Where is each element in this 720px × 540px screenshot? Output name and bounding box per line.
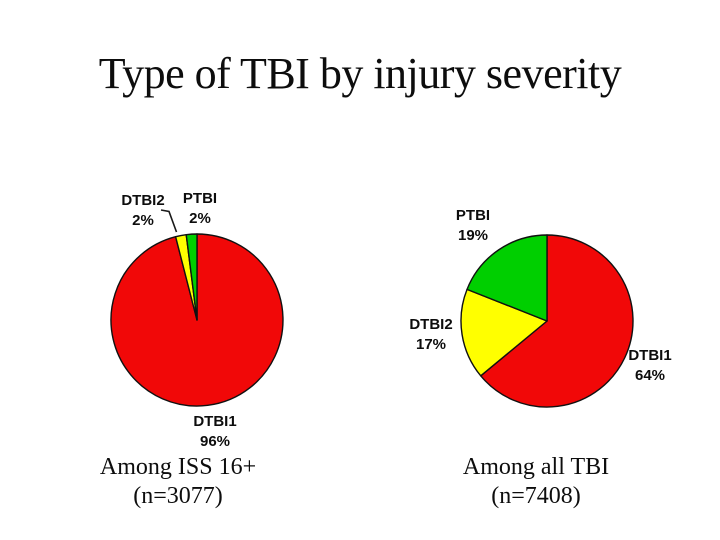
pie-chart-among-all-tbi: [460, 234, 634, 408]
caption-among-iss16: Among ISS 16+ (n=3077): [58, 453, 298, 511]
label-left-ptbi-name: PTBI: [182, 190, 218, 207]
pie-slice-ptbi: [185, 233, 198, 321]
dtbi2-leader-line: [160, 209, 178, 233]
label-right-dtbi2: DTBI2 17%: [389, 315, 473, 355]
label-right-dtbi2-name: DTBI2: [409, 316, 453, 333]
label-right-ptbi-name: PTBI: [455, 207, 491, 224]
caption-among-all-tbi-line2: (n=7408): [491, 483, 581, 509]
pie-slice-ptbi: [466, 234, 548, 322]
pie-slice-dtbi2: [460, 288, 548, 377]
pie-slice-dtbi1: [480, 234, 634, 408]
label-left-dtbi1: DTBI1 96%: [173, 412, 257, 452]
label-left-dtbi2-name: DTBI2: [121, 192, 165, 209]
label-left-dtbi1-value: 96%: [199, 433, 231, 450]
label-right-ptbi: PTBI 19%: [431, 206, 515, 246]
label-left-dtbi2-value: 2%: [132, 212, 154, 229]
caption-among-all-tbi: Among all TBI (n=7408): [416, 453, 656, 511]
label-right-dtbi2-value: 17%: [415, 336, 447, 353]
caption-among-all-tbi-line1: Among all TBI: [462, 454, 610, 480]
caption-among-iss16-line2: (n=3077): [133, 483, 223, 509]
slide-title: Type of TBI by injury severity: [98, 49, 622, 98]
pie-slices: [460, 234, 634, 408]
label-right-dtbi1: DTBI1 64%: [608, 346, 692, 386]
pie-slices: [110, 233, 284, 407]
label-left-ptbi: PTBI 2%: [158, 189, 242, 229]
label-left-dtbi1-name: DTBI1: [193, 413, 237, 430]
label-left-ptbi-value: 2%: [189, 210, 211, 227]
label-right-dtbi1-value: 64%: [634, 367, 666, 384]
caption-among-iss16-line1: Among ISS 16+: [99, 454, 257, 480]
pie-chart-among-iss16: [110, 209, 284, 407]
label-right-dtbi1-name: DTBI1: [628, 347, 672, 364]
label-right-ptbi-value: 19%: [457, 227, 489, 244]
label-left-dtbi2: DTBI2 2%: [101, 191, 185, 231]
